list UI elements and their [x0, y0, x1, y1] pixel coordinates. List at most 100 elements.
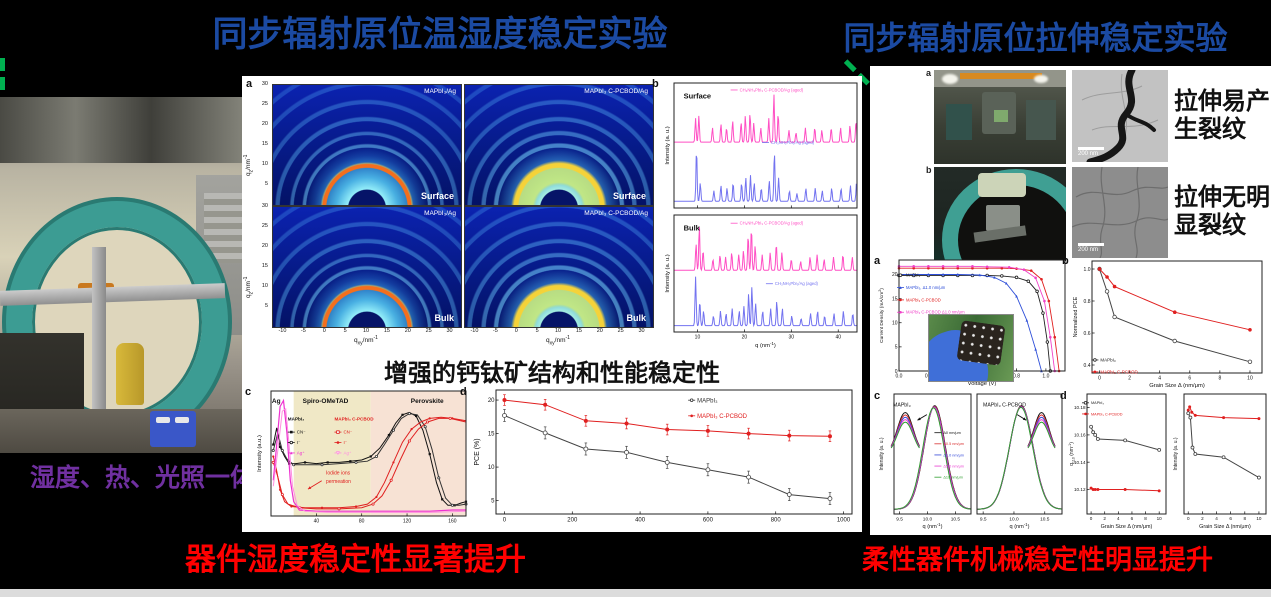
q110-vs-strain-chart: 0 2 4 6 8 10 10.12 10.14 10.16 10.18 Grain Size Δ … — [1068, 391, 1168, 530]
gas-cylinder — [116, 343, 144, 405]
stretch-ring-photo — [934, 167, 1066, 261]
svg-text:q (nm-1): q (nm-1) — [1010, 522, 1030, 530]
svg-text:0: 0 — [1090, 516, 1093, 521]
svg-text:Grain Size Δ (nm/μm): Grain Size Δ (nm/μm) — [1199, 524, 1251, 530]
svg-text:30: 30 — [789, 335, 795, 341]
support-post — [92, 247, 106, 453]
giwaxs-mapbi3-bulk: MAPbI₃/Ag Bulk — [272, 206, 462, 328]
svg-text:10: 10 — [695, 335, 701, 341]
giwaxs-tick: 5 — [343, 328, 347, 334]
panel-letter-a: a — [246, 78, 253, 90]
normalized-pce-chart: 0 2 4 6 8 10 0.4 0.6 0.8 1.0 Grain Size Δ (nm/μm) N… — [1072, 257, 1266, 389]
svg-text:CH₃NH₃PbI₃ C-PCBOD/Ag (aged): CH₃NH₃PbI₃ C-PCBOD/Ag (aged) — [740, 221, 804, 226]
giwaxs-tick: -10 — [278, 328, 287, 334]
svg-text:80: 80 — [359, 519, 365, 525]
window-light — [978, 173, 1026, 197]
sem-caption-cracked: 拉伸易产生裂纹 — [1174, 88, 1270, 143]
giwaxs-tick: 15 — [575, 328, 582, 334]
svg-text:120: 120 — [403, 519, 412, 525]
svg-text:Δ0 nm/μm: Δ0 nm/μm — [943, 431, 960, 435]
svg-text:10.5: 10.5 — [1040, 516, 1050, 522]
svg-text:10: 10 — [892, 320, 898, 326]
giwaxs-depth-label: Bulk — [434, 313, 454, 323]
giwaxs-tick: 10 — [362, 328, 370, 334]
giwaxs-depth-label: Surface — [612, 191, 646, 201]
giwaxs-y-ticks: 30 25 20 15 10 5 — [250, 81, 270, 204]
svg-text:Grain Size Δ (nm/μm): Grain Size Δ (nm/μm) — [1149, 383, 1205, 389]
svg-text:4: 4 — [1215, 516, 1218, 521]
svg-text:8: 8 — [1218, 376, 1221, 382]
svg-text:Intensity (a. u.): Intensity (a. u.) — [879, 437, 885, 470]
sem-scale-bar: 200 nm — [1078, 243, 1104, 253]
svg-text:PCE (%): PCE (%) — [474, 438, 481, 465]
svg-text:10: 10 — [1157, 516, 1163, 521]
svg-text:2: 2 — [1103, 516, 1106, 521]
svg-text:20: 20 — [742, 335, 748, 341]
giwaxs-tick: 10 — [554, 328, 562, 334]
svg-text:0: 0 — [1098, 376, 1101, 382]
svg-text:CN⁻: CN⁻ — [297, 430, 306, 435]
giwaxs-tick: 5 — [535, 328, 539, 334]
giwaxs-sample-label: MAPbI₃/Ag — [424, 88, 456, 95]
svg-text:40: 40 — [314, 519, 320, 525]
svg-text:Normalized PCE: Normalized PCE — [1073, 296, 1079, 337]
svg-text:Δ0.5 nm/μm: Δ0.5 nm/μm — [943, 442, 964, 446]
controller-display — [175, 417, 189, 423]
green-dash-left — [0, 58, 5, 94]
svg-text:MAPbI₃ C-PCBOD: MAPbI₃ C-PCBOD — [983, 402, 1026, 408]
giwaxs-tick: 0 — [514, 328, 518, 334]
right-letter-c: c — [874, 390, 881, 402]
giwaxs-tick: -5 — [492, 328, 498, 334]
svg-text:Surface: Surface — [684, 92, 712, 101]
svg-text:10: 10 — [1256, 516, 1262, 521]
sem-caption-intact: 拉伸无明显裂纹 — [1174, 184, 1270, 239]
svg-text:MAPbI₃ C-PCBOD: MAPbI₃ C-PCBOD — [697, 414, 747, 420]
giwaxs-tick: 25 — [617, 328, 624, 334]
svg-text:10.18: 10.18 — [1074, 405, 1086, 410]
svg-text:20: 20 — [892, 272, 898, 278]
svg-text:Voltage (V): Voltage (V) — [968, 381, 997, 387]
svg-text:10.16: 10.16 — [1074, 433, 1086, 438]
svg-text:Δ5.0 nm/μm: Δ5.0 nm/μm — [943, 464, 964, 468]
svg-text:9.5: 9.5 — [980, 516, 987, 522]
ion-depth-profile-chart-svg: 40 80 120 160 Intensity (a.u.) Ag Spiro-OMeTAD… — [257, 390, 468, 525]
svg-text:5: 5 — [895, 345, 898, 351]
giwaxs-x-ticks: -10 -5 0 5 10 15 20 25 30 — [272, 328, 460, 336]
giwaxs-x-ticks: -10 -5 0 5 10 15 20 25 30 — [464, 328, 652, 336]
giwaxs-sample-label: MAPbI₃ C-PCBOD/Ag — [584, 88, 648, 95]
ceiling-light — [942, 74, 958, 84]
giwaxs-sample-label: MAPbI₃/Ag — [424, 210, 456, 217]
svg-text:MAPbI₃: MAPbI₃ — [893, 402, 911, 408]
crane-beam — [960, 73, 1043, 79]
svg-text:Intensity (a.u.): Intensity (a.u.) — [257, 435, 263, 472]
svg-text:200: 200 — [567, 518, 578, 524]
svg-text:5: 5 — [491, 499, 495, 505]
svg-text:10: 10 — [488, 465, 495, 471]
flexible-device — [956, 320, 1006, 366]
svg-text:MAPbI₃ C-PCBOD: MAPbI₃ C-PCBOD — [334, 416, 374, 421]
svg-text:0: 0 — [1187, 516, 1190, 521]
peak-profile-mapbi3-chart: 9.5 10.0 10.5 q (nm-1) Intensity (a. u.) MAPb… — [878, 391, 972, 530]
svg-text:MAPbI₃ C-PCBOD: MAPbI₃ C-PCBOD — [1091, 412, 1123, 416]
svg-text:Intensity (a. u.): Intensity (a. u.) — [665, 126, 671, 164]
svg-text:6: 6 — [1131, 516, 1134, 521]
bulk-xrd-chart-svg: 10 20 30 40 q (nm-1) Intensity (a. u.) Bulk CH₃… — [665, 214, 858, 349]
svg-text:10.14: 10.14 — [1074, 460, 1086, 465]
svg-text:I⁻: I⁻ — [297, 440, 301, 445]
svg-text:Ag⁺: Ag⁺ — [343, 451, 352, 456]
svg-text:CN⁻: CN⁻ — [343, 430, 352, 435]
photo-cabinet-panel — [204, 193, 244, 263]
svg-text:CH₃NH₃PbI₃ C-PCBOD/Ag (aged): CH₃NH₃PbI₃ C-PCBOD/Ag (aged) — [740, 87, 804, 92]
ceiling-light — [1034, 75, 1048, 83]
svg-text:permeation: permeation — [326, 479, 351, 485]
svg-text:15: 15 — [892, 296, 898, 302]
surface-xrd-chart: Intensity (a. u.) Surface CH₃NH₃PbI₃ C-PCB… — [664, 80, 860, 213]
svg-text:Spiro-OMeTAD: Spiro-OMeTAD — [303, 398, 349, 405]
q110-vs-strain-chart-svg: 0 2 4 6 8 10 10.12 10.14 10.16 10.18 Grain Size Δ … — [1068, 393, 1167, 530]
svg-text:Bulk: Bulk — [684, 224, 701, 233]
giwaxs-y-axis-label: qz/nm-1 — [243, 154, 255, 176]
svg-text:800: 800 — [771, 518, 782, 524]
photo-letter-a: a — [926, 68, 932, 78]
svg-text:Ag: Ag — [272, 398, 281, 405]
svg-text:0.8: 0.8 — [1013, 374, 1020, 380]
